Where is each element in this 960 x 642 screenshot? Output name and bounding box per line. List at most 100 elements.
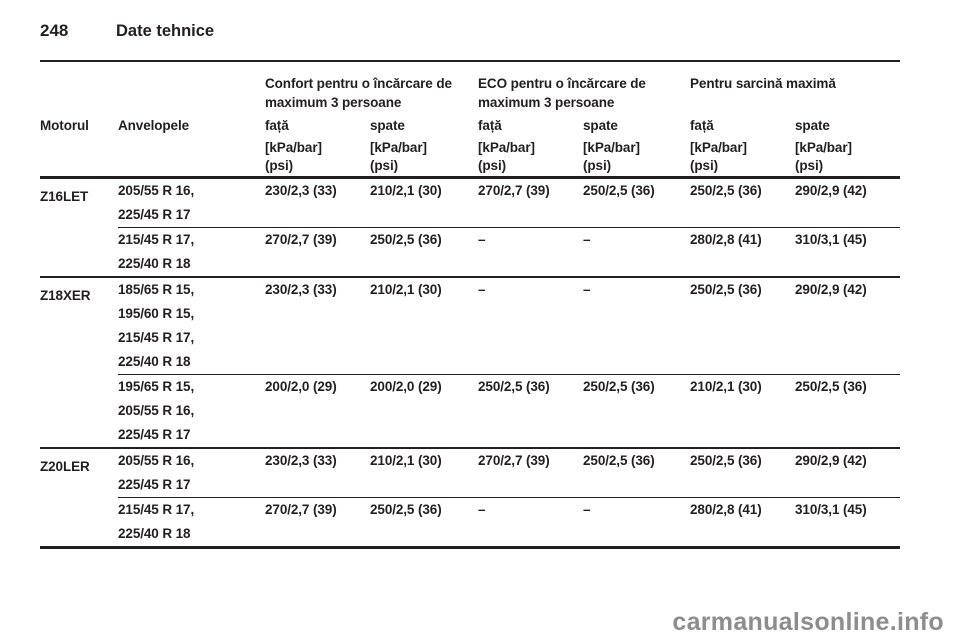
pressure-eco-rear: 250/2,5 (36): [583, 373, 691, 448]
pressure-max-front: 210/2,1 (30): [690, 373, 796, 448]
header-row-columns: Motorul Anvelopele față spate față spate…: [40, 113, 900, 137]
pressure-max-rear: 290/2,9 (42): [795, 452, 867, 468]
unit-psi: (psi): [478, 158, 507, 173]
pressure-eco-rear: –: [583, 496, 691, 547]
engine-code: Z18XER: [40, 287, 91, 303]
pressure-max-front: 250/2,5 (36): [690, 182, 762, 198]
unit-psi: (psi): [795, 158, 824, 173]
tire-size-line: 215/45 R 17,: [118, 231, 195, 247]
pressure-comfort-front: 230/2,3 (33): [265, 452, 337, 468]
page-title: Date tehnice: [116, 22, 215, 40]
pressure-comfort-rear: 250/2,5 (36): [370, 496, 479, 547]
pressure-comfort-rear: 210/2,1 (30): [370, 281, 442, 297]
pressure-eco-front: 270/2,7 (39): [478, 452, 550, 468]
tire-size-line: 225/40 R 18: [118, 525, 191, 541]
col-header-eco-rear: spate: [583, 118, 618, 133]
tire-size-line: 225/45 R 17: [118, 206, 191, 222]
unit-cell: [kPa/bar] (psi): [478, 137, 583, 177]
watermark: carmanualsonline.info: [672, 608, 944, 636]
pressure-eco-front: –: [478, 496, 584, 547]
group-header-eco: ECO pentru o încărcare de maximum 3 pers…: [478, 76, 646, 110]
tire-size-line: 195/65 R 15,: [118, 378, 195, 394]
pressure-eco-rear: –: [583, 226, 691, 277]
pressure-max-rear: 310/3,1 (45): [795, 496, 901, 547]
engine-code: Z20LER: [40, 458, 90, 474]
tire-sizes: 215/45 R 17, 225/40 R 18: [118, 496, 265, 547]
tire-size-line: 205/55 R 16,: [118, 452, 195, 468]
unit-cell: [kPa/bar] (psi): [690, 137, 795, 177]
tire-sizes: 215/45 R 17, 225/40 R 18: [118, 226, 265, 277]
unit-kpa-bar: [kPa/bar]: [795, 140, 852, 155]
pressure-comfort-rear: 210/2,1 (30): [370, 452, 442, 468]
engine-code: Z16LET: [40, 188, 89, 204]
tire-sizes: 205/55 R 16, 225/45 R 17: [118, 448, 265, 498]
group-header-max-load: Pentru sarcină maximă: [690, 76, 836, 91]
table-row: 215/45 R 17, 225/40 R 18 270/2,7 (39) 25…: [40, 496, 901, 547]
pressure-max-rear: 250/2,5 (36): [795, 373, 901, 448]
unit-cell: [kPa/bar] (psi): [265, 137, 370, 177]
unit-kpa-bar: [kPa/bar]: [265, 140, 322, 155]
col-header-comfort-rear: spate: [370, 118, 405, 133]
tire-size-line: 195/60 R 15,: [118, 305, 195, 321]
unit-cell: [kPa/bar] (psi): [583, 137, 690, 177]
col-header-engine: Motorul: [40, 118, 89, 133]
unit-kpa-bar: [kPa/bar]: [583, 140, 640, 155]
pressure-comfort-rear: 210/2,1 (30): [370, 182, 442, 198]
pressure-max-front: 250/2,5 (36): [690, 452, 762, 468]
pressure-comfort-front: 270/2,7 (39): [265, 226, 370, 277]
table-header: Confort pentru o încărcare de maximum 3 …: [40, 61, 901, 177]
pressure-comfort-front: 230/2,3 (33): [265, 182, 337, 198]
unit-cell: [kPa/bar] (psi): [795, 137, 900, 177]
header-spacer: [40, 61, 265, 113]
col-header-max-front: față: [690, 118, 714, 133]
pressure-eco-rear: 250/2,5 (36): [583, 452, 655, 468]
unit-kpa-bar: [kPa/bar]: [690, 140, 747, 155]
col-header-comfort-front: față: [265, 118, 289, 133]
table-row: 195/65 R 15, 205/55 R 16, 225/45 R 17 20…: [40, 373, 901, 448]
tire-size-line: 225/45 R 17: [118, 426, 191, 442]
pressure-eco-front: 270/2,7 (39): [478, 182, 550, 198]
table-row: Z16LET 205/55 R 16, 225/45 R 17 230/2,3 …: [40, 177, 901, 227]
table-row: Z20LER 205/55 R 16, 225/45 R 17 230/2,3 …: [40, 447, 901, 498]
pressure-eco-front: –: [478, 226, 584, 277]
pressure-max-rear: 310/3,1 (45): [795, 226, 901, 277]
page-number: 248: [40, 21, 69, 40]
header-row-groups: Confort pentru o încărcare de maximum 3 …: [40, 61, 900, 113]
unit-psi: (psi): [265, 158, 293, 173]
unit-psi: (psi): [583, 158, 612, 173]
pressure-max-front: 250/2,5 (36): [690, 281, 762, 297]
pressure-eco-front: 250/2,5 (36): [478, 373, 584, 448]
unit-cell: [kPa/bar] (psi): [370, 137, 478, 177]
pressure-max-front: 280/2,8 (41): [690, 496, 796, 547]
pressure-comfort-rear: 200/2,0 (29): [370, 373, 479, 448]
table-row: 215/45 R 17, 225/40 R 18 270/2,7 (39) 25…: [40, 226, 901, 277]
tire-sizes: 195/65 R 15, 205/55 R 16, 225/45 R 17: [118, 373, 265, 448]
col-header-max-rear: spate: [795, 118, 830, 133]
tire-size-line: 215/45 R 17,: [118, 329, 195, 345]
table-body: Z16LET 205/55 R 16, 225/45 R 17 230/2,3 …: [40, 177, 901, 547]
pressure-comfort-front: 270/2,7 (39): [265, 496, 370, 547]
pressure-eco-front: –: [478, 281, 486, 297]
header-spacer: [40, 137, 265, 177]
col-header-eco-front: față: [478, 118, 502, 133]
tire-size-line: 225/40 R 18: [118, 353, 191, 369]
col-header-tires: Anvelopele: [118, 118, 190, 133]
header-row-units: [kPa/bar] (psi) [kPa/bar] (psi) [kPa/bar] (…: [40, 137, 900, 177]
pressure-max-front: 280/2,8 (41): [690, 226, 796, 277]
unit-kpa-bar: [kPa/bar]: [478, 140, 535, 155]
tire-pressure-table: Confort pentru o încărcare de maximum 3 …: [40, 60, 901, 549]
pressure-comfort-front: 230/2,3 (33): [265, 281, 337, 297]
table-row: Z18XER 185/65 R 15, 195/60 R 15, 215/45 …: [40, 276, 901, 375]
pressure-max-rear: 290/2,9 (42): [795, 182, 867, 198]
unit-psi: (psi): [690, 158, 719, 173]
unit-kpa-bar: [kPa/bar]: [370, 140, 427, 155]
tire-sizes: 185/65 R 15, 195/60 R 15, 215/45 R 17, 2…: [118, 277, 265, 375]
pressure-eco-rear: 250/2,5 (36): [583, 182, 655, 198]
unit-psi: (psi): [370, 158, 398, 173]
pressure-comfort-rear: 250/2,5 (36): [370, 226, 479, 277]
page-header: 248 Date tehnice: [40, 21, 214, 41]
pressure-max-rear: 290/2,9 (42): [795, 281, 867, 297]
tire-size-line: 205/55 R 16,: [118, 182, 195, 198]
pressure-comfort-front: 200/2,0 (29): [265, 373, 370, 448]
